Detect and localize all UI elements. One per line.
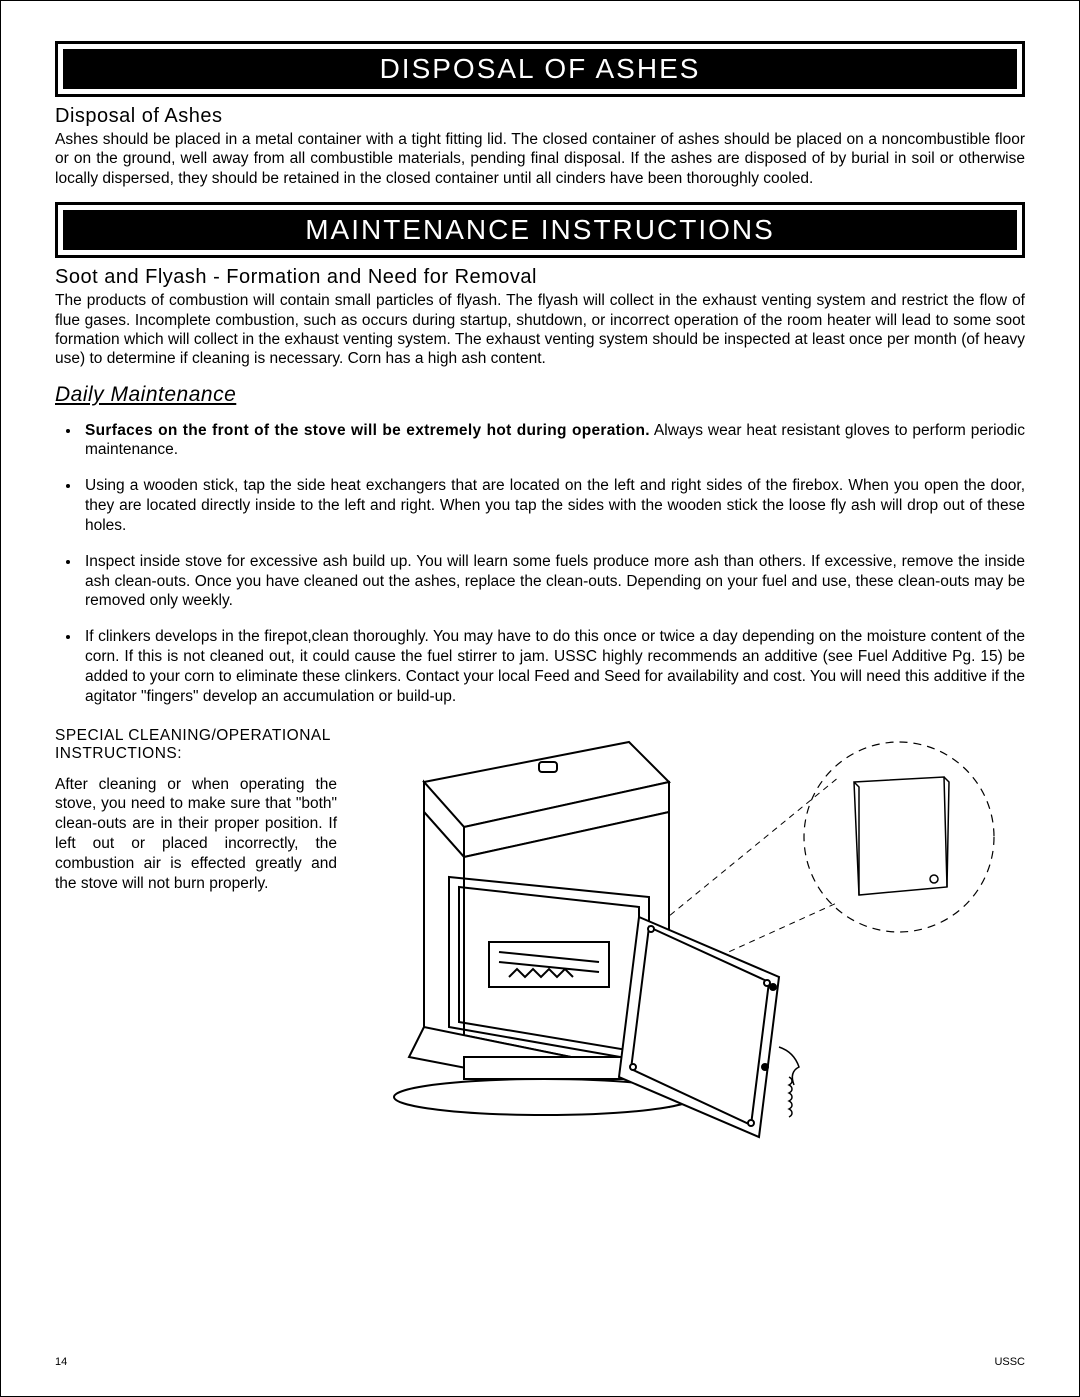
page: DISPOSAL OF ASHES Disposal of Ashes Ashe… (0, 0, 1080, 1397)
footer: 14 USSC (55, 1356, 1025, 1368)
special-title: SPECIAL CLEANING/OPERATIONAL INSTRUCTION… (55, 727, 337, 763)
heading-daily: Daily Maintenance (55, 383, 1025, 407)
banner-disposal: DISPOSAL OF ASHES (55, 41, 1025, 97)
heading-disposal: Disposal of Ashes (55, 105, 1025, 128)
heading-soot: Soot and Flyash - Formation and Need for… (55, 266, 1025, 289)
list-item: Using a wooden stick, tap the side heat … (81, 476, 1025, 535)
bullet-text: Using a wooden stick, tap the side heat … (85, 477, 1025, 534)
banner-disposal-title: DISPOSAL OF ASHES (63, 49, 1017, 89)
list-item: Inspect inside stove for excessive ash b… (81, 552, 1025, 611)
stove-diagram (353, 727, 1025, 1157)
banner-maintenance: MAINTENANCE INSTRUCTIONS (55, 202, 1025, 258)
special-body: After cleaning or when operating the sto… (55, 775, 337, 894)
text-soot: The products of combustion will contain … (55, 291, 1025, 369)
footer-brand: USSC (994, 1356, 1025, 1368)
list-item: If clinkers develops in the firepot,clea… (81, 627, 1025, 706)
lower-section: SPECIAL CLEANING/OPERATIONAL INSTRUCTION… (55, 727, 1025, 1157)
text-disposal: Ashes should be placed in a metal contai… (55, 130, 1025, 188)
stove-svg (353, 727, 1025, 1157)
list-item: Surfaces on the front of the stove will … (81, 421, 1025, 461)
bullet-bold: Surfaces on the front of the stove will … (85, 422, 650, 439)
bullet-text: Inspect inside stove for excessive ash b… (85, 553, 1025, 610)
page-number: 14 (55, 1356, 67, 1368)
bullet-text: If clinkers develops in the firepot,clea… (85, 628, 1025, 704)
banner-maintenance-title: MAINTENANCE INSTRUCTIONS (63, 210, 1017, 250)
special-instructions: SPECIAL CLEANING/OPERATIONAL INSTRUCTION… (55, 727, 337, 1157)
daily-bullets: Surfaces on the front of the stove will … (55, 421, 1025, 707)
